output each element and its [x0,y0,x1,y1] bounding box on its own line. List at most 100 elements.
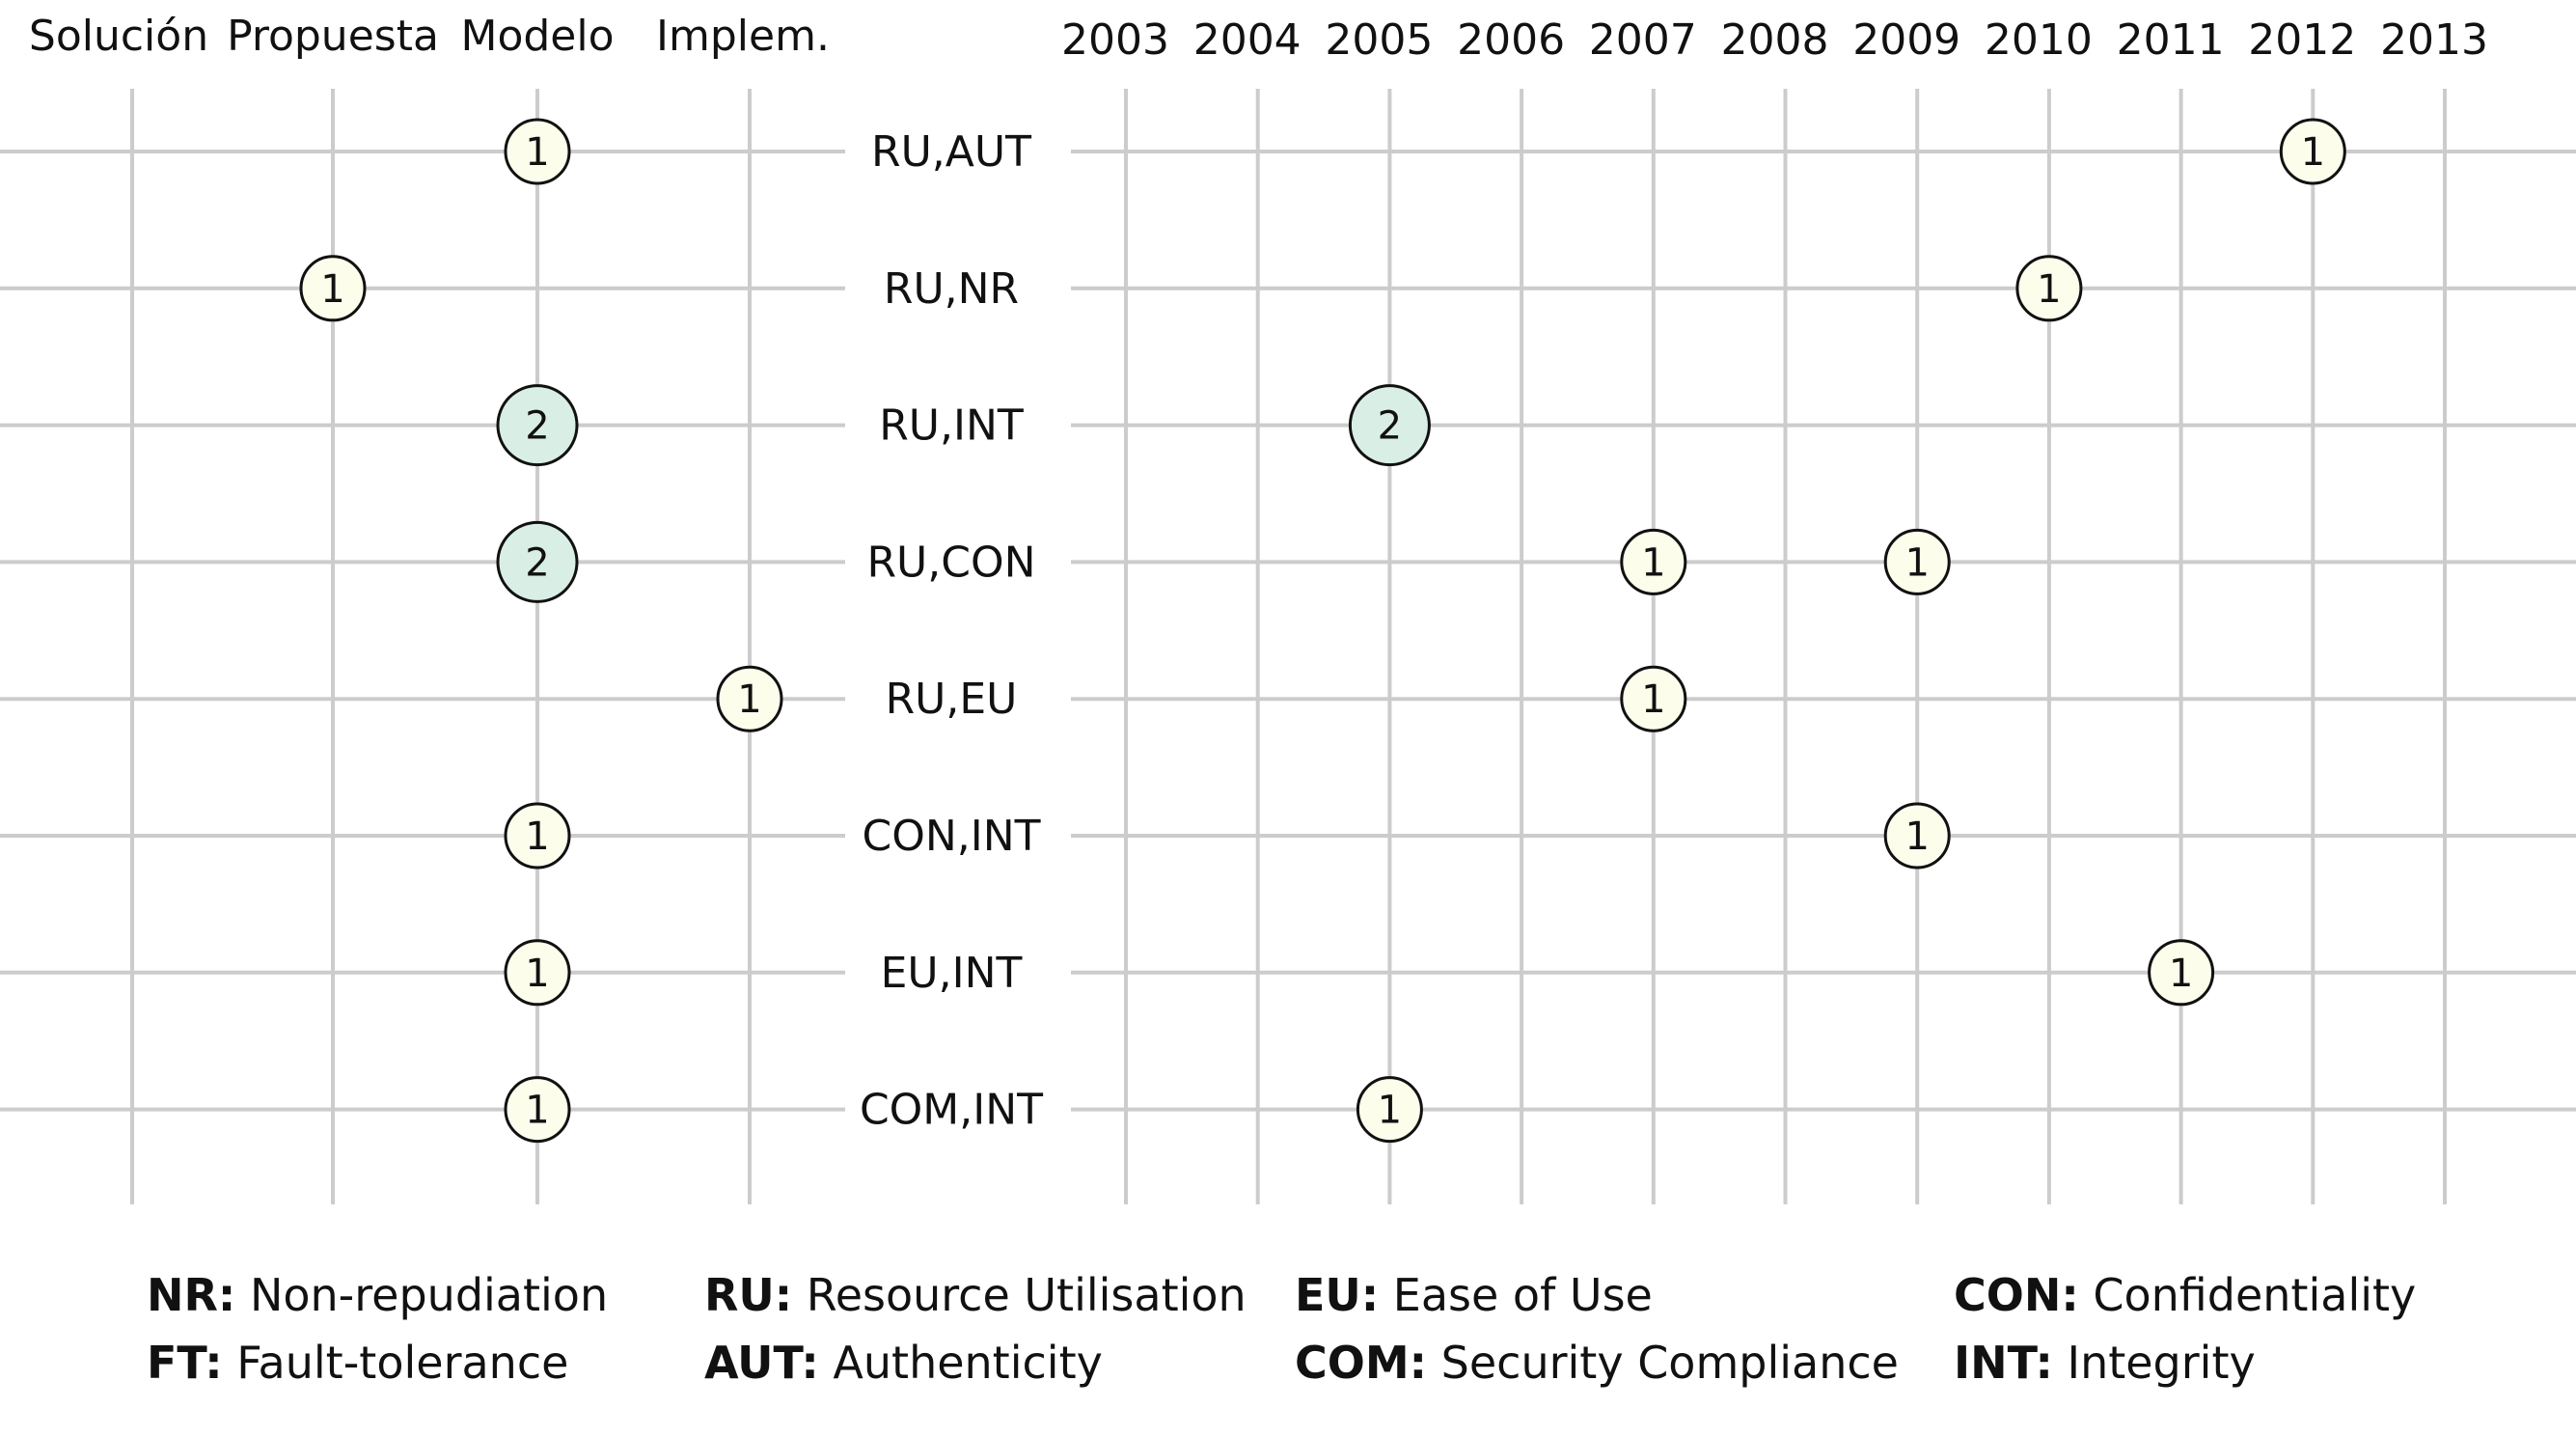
bubble-ru-con-2009-circle [1883,528,1951,595]
year-label-2005: 2005 [1325,15,1433,65]
bubble-ru-aut-modelo: 1 [504,118,571,185]
legend-item-int: INT: Integrity [1954,1337,2256,1389]
legend-desc-nr: Non-repudiation [235,1269,608,1321]
bubble-ru-aut-2012: 1 [2279,118,2346,185]
bubble-ru-int-modelo-count: 2 [525,404,549,449]
legend-item-aut: AUT: Authenticity [704,1337,1103,1389]
bubble-ru-con-2007-circle [1620,528,1687,595]
row-label-eu-int: EU,INT [881,949,1023,998]
bubble-ru-nr-2010: 1 [2015,255,2083,322]
year-label-2013: 2013 [2380,15,2488,65]
legend-item-com: COM: Security Compliance [1295,1337,1899,1389]
legend-desc-ru: Resource Utilisation [792,1269,1247,1321]
bubble-ru-nr-2010-count: 1 [2037,267,2061,312]
category-label-soluci-n: Solución [29,12,208,61]
row-label-ru-aut: RU,AUT [871,127,1031,177]
year-label-2003: 2003 [1061,15,1169,65]
year-label-2007: 2007 [1589,15,1697,65]
bubble-eu-int-2011: 1 [2148,939,2215,1007]
bubble-con-int-modelo-circle [504,802,571,870]
bubble-ru-aut-modelo-count: 1 [525,130,549,175]
legend-abbr-ft: FT: [147,1337,223,1389]
legend-desc-int: Integrity [2053,1337,2256,1389]
legend-desc-con: Confidentiality [2079,1269,2417,1321]
row-label-ru-int: RU,INT [879,401,1024,451]
bubble-eu-int-modelo: 1 [504,939,571,1007]
bubble-ru-con-modelo-count: 2 [525,540,549,585]
legend-abbr-aut: AUT: [704,1337,819,1389]
bubble-eu-int-modelo-circle [504,939,571,1007]
bubble-ru-nr-propuesta-circle [299,255,367,322]
legend: NR: Non-repudiation RU: Resource Utilisat… [147,1269,2416,1389]
bubble-ru-aut-modelo-circle [504,118,571,185]
bubble-con-int-2009-circle [1883,802,1951,870]
bubble-com-int-modelo-count: 1 [525,1089,549,1133]
bubble-ru-con-2007: 1 [1620,528,1687,595]
bubble-ru-con-2007-count: 1 [1641,540,1665,585]
bubble-con-int-2009-count: 1 [1905,815,1929,859]
row-label-ru-nr: RU,NR [884,264,1019,314]
grid-lines [0,89,2576,1204]
bubble-ru-int-modelo: 2 [496,384,579,467]
bubble-com-int-modelo: 1 [504,1076,571,1144]
bubble-com-int-modelo-circle [504,1076,571,1144]
bubble-com-int-2005-circle [1356,1076,1423,1144]
year-label-2006: 2006 [1457,15,1565,65]
year-label-2012: 2012 [2248,15,2356,65]
category-label-modelo: Modelo [460,12,614,61]
legend-desc-ft: Fault-tolerance [223,1337,569,1389]
legend-item-eu: EU: Ease of Use [1295,1269,1653,1321]
year-label-2004: 2004 [1193,15,1302,65]
legend-abbr-nr: NR: [147,1269,235,1321]
year-label-2010: 2010 [1985,15,2093,65]
bubble-ru-eu-implem-circle [716,665,783,732]
row-label-con-int: CON,INT [862,812,1040,861]
category-label-implem: Implem. [656,12,830,61]
bubble-ru-con-modelo: 2 [496,520,579,603]
bubble-eu-int-2011-count: 1 [2169,952,2193,996]
bubble-ru-eu-2007-count: 1 [1641,677,1665,722]
legend-item-ft: FT: Fault-tolerance [147,1337,568,1389]
row-label-ru-con: RU,CON [866,538,1035,587]
row-label-ru-eu: RU,EU [886,675,1018,724]
bubble-ru-nr-propuesta-count: 1 [320,267,344,312]
bubble-com-int-2005-count: 1 [1378,1089,1402,1133]
bubble-ru-aut-2012-count: 1 [2301,130,2325,175]
bubble-ru-int-2005-circle [1348,384,1431,467]
bubble-ru-con-2009: 1 [1883,528,1951,595]
year-label-2008: 2008 [1721,15,1829,65]
bubble-ru-con-2009-count: 1 [1905,540,1929,585]
bubble-com-int-2005: 1 [1356,1076,1423,1144]
bubble-ru-nr-2010-circle [2015,255,2083,322]
legend-item-con: CON: Confidentiality [1954,1269,2416,1321]
bubble-ru-aut-2012-circle [2279,118,2346,185]
bubble-con-int-2009: 1 [1883,802,1951,870]
bubble-con-int-modelo: 1 [504,802,571,870]
bubble-ru-nr-propuesta: 1 [299,255,367,322]
axis-labels: Solución Propuesta Modelo Implem. 2003 2004 20… [29,12,2488,1135]
bubble-ru-eu-2007: 1 [1620,665,1687,732]
bubble-ru-eu-implem: 1 [716,665,783,732]
legend-desc-aut: Authenticity [819,1337,1103,1389]
bubble-ru-eu-implem-count: 1 [737,677,761,722]
row-label-com-int: COM,INT [860,1086,1043,1135]
bubble-eu-int-modelo-count: 1 [525,952,549,996]
bubble-ru-eu-2007-circle [1620,665,1687,732]
legend-desc-eu: Ease of Use [1379,1269,1653,1321]
legend-item-nr: NR: Non-repudiation [147,1269,608,1321]
legend-abbr-int: INT: [1954,1337,2053,1389]
legend-abbr-eu: EU: [1295,1269,1379,1321]
bubble-ru-int-2005: 2 [1348,384,1431,467]
category-label-propuesta: Propuesta [227,12,439,61]
legend-desc-com: Security Compliance [1427,1337,1899,1389]
bubble-con-int-modelo-count: 1 [525,815,549,859]
bubble-ru-int-2005-count: 2 [1378,404,1402,449]
bubble-ru-con-modelo-circle [496,520,579,603]
legend-abbr-con: CON: [1954,1269,2079,1321]
bubble-ru-int-modelo-circle [496,384,579,467]
year-label-2009: 2009 [1852,15,1960,65]
year-label-2011: 2011 [2117,15,2225,65]
legend-abbr-ru: RU: [704,1269,792,1321]
legend-item-ru: RU: Resource Utilisation [704,1269,1247,1321]
